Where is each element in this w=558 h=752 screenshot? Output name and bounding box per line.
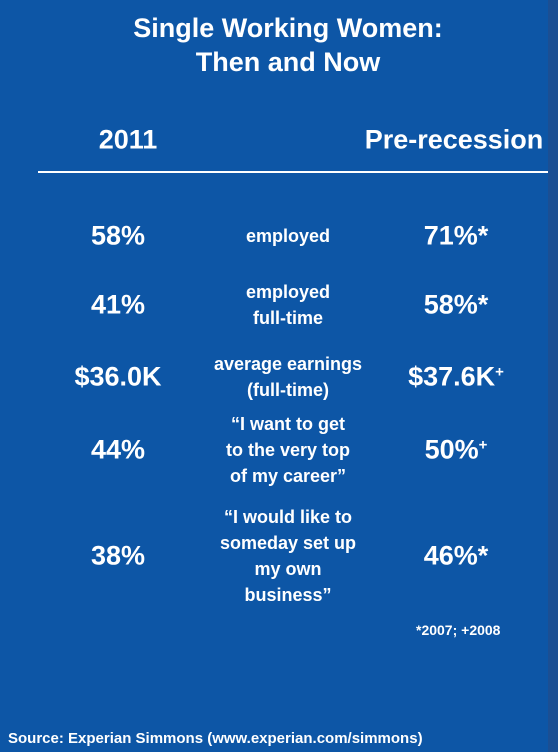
row-label: business” xyxy=(244,585,332,605)
row-label: (full-time) xyxy=(247,380,329,400)
source: Source: Experian Simmons (www.experian.c… xyxy=(8,730,423,747)
value-text: 58%* xyxy=(423,289,489,320)
value-2011: 41% xyxy=(90,289,146,320)
row-label: of my career” xyxy=(229,466,347,486)
value-2011: 58% xyxy=(90,220,146,251)
value-pre-recession: 58%* xyxy=(424,290,489,321)
value-pre-recession: 71%* xyxy=(424,221,489,252)
row-label: “I would like to xyxy=(223,507,353,527)
side-border xyxy=(548,0,558,752)
column-header: Pre-recession xyxy=(364,124,544,155)
value-marker: + xyxy=(495,363,504,381)
row-label: employed xyxy=(245,226,331,246)
title-line: Then and Now xyxy=(195,47,381,77)
footnote: *2007; +2008 xyxy=(416,622,501,638)
value-text: 46%* xyxy=(423,540,489,571)
value-pre-recession: 50%+ xyxy=(425,435,488,466)
value-text: $37.6K xyxy=(408,361,496,392)
value-2011: $36.0K xyxy=(74,361,162,392)
value-2011: 44% xyxy=(90,434,146,465)
value-marker: + xyxy=(478,436,488,454)
row-label: my own xyxy=(254,559,322,579)
column-header: 2011 xyxy=(98,124,158,155)
value-2011: 38% xyxy=(90,540,146,571)
row-label: employed xyxy=(245,282,331,302)
row-label: someday set up xyxy=(219,533,357,553)
value-pre-recession: $37.6K+ xyxy=(408,362,504,393)
title-line: Single Working Women: xyxy=(133,13,443,43)
row-label: “I want to get xyxy=(231,414,345,434)
row-label: full-time xyxy=(253,308,323,328)
header-rule xyxy=(38,171,548,173)
value-pre-recession: 46%* xyxy=(424,541,489,572)
row-label: average earnings xyxy=(213,354,363,374)
value-text: 50% xyxy=(424,434,479,465)
value-text: 71%* xyxy=(423,220,489,251)
row-label: to the very top xyxy=(225,440,351,460)
